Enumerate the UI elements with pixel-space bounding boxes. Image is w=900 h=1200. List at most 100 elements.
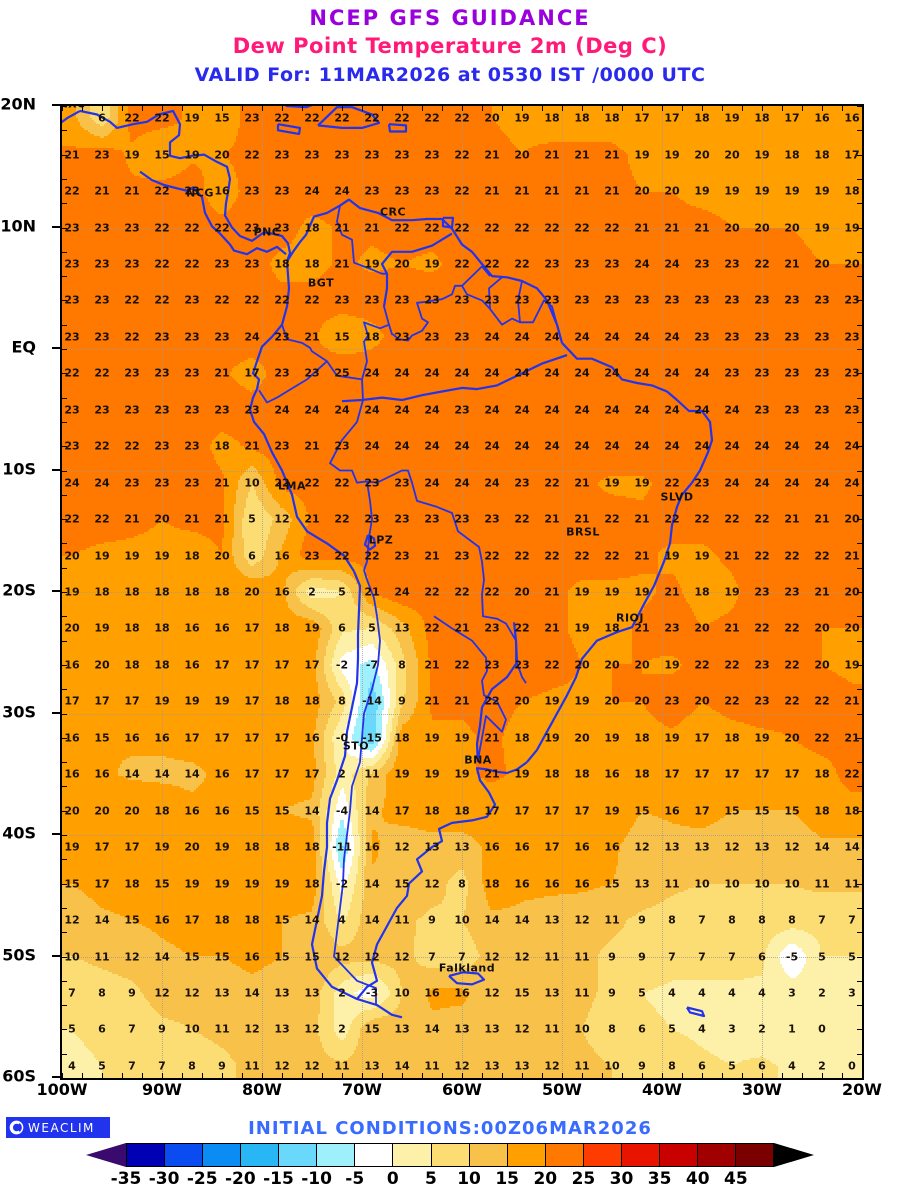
axis-minor-tick xyxy=(462,106,463,111)
gridpoint-value: 14 xyxy=(514,913,530,927)
gridpoint-value: 23 xyxy=(394,184,410,198)
axis-minor-tick xyxy=(722,1073,723,1078)
axis-minor-tick xyxy=(857,1029,862,1031)
axis-minor-tick xyxy=(322,1073,323,1078)
axis-minor-tick xyxy=(857,130,862,132)
gridpoint-value: 16 xyxy=(274,549,290,563)
axis-minor-tick xyxy=(82,1073,83,1078)
gridpoint-value: 16 xyxy=(844,111,860,125)
gridpoint-value: 23 xyxy=(394,330,410,344)
axis-minor-tick xyxy=(857,106,862,107)
axis-minor-tick xyxy=(857,324,862,326)
gridpoint-value: 24 xyxy=(484,439,500,453)
city-label-crc: CRC xyxy=(379,205,407,219)
gridpoint-value: 13 xyxy=(634,877,650,891)
gridpoint-value: 23 xyxy=(154,403,170,417)
axis-minor-tick xyxy=(802,106,803,111)
gridpoint-value: 21 xyxy=(634,621,650,635)
valid-time-label: VALID For: 11MAR2026 at 0530 IST /0000 U… xyxy=(194,64,706,86)
gridpoint-value: 23 xyxy=(544,293,560,307)
gridpoint-value: 24 xyxy=(484,476,500,490)
gridpoint-value: 21 xyxy=(634,549,650,563)
gridpoint-value: 15 xyxy=(64,877,80,891)
gridpoint-value: 18 xyxy=(304,840,320,854)
gridpoint-value: 23 xyxy=(124,476,140,490)
gridpoint-value: 12 xyxy=(724,840,740,854)
colorbar-cell xyxy=(430,1143,469,1167)
gridpoint-value: 9 xyxy=(158,1022,166,1036)
gridpoint-value: 18 xyxy=(604,621,620,635)
gridpoint-value: 24 xyxy=(364,403,380,417)
weaclim-logo[interactable]: WEACLIM xyxy=(6,1117,110,1138)
gridpoint-value: 23 xyxy=(844,366,860,380)
gridpoint-value: 8 xyxy=(788,913,796,927)
gridpoint-value: 23 xyxy=(694,476,710,490)
gridpoint-value: 20 xyxy=(214,148,230,162)
gridpoint-value: 18 xyxy=(514,731,530,745)
colorbar-cell xyxy=(544,1143,583,1167)
gridpoint-value: 24 xyxy=(484,366,500,380)
gridpoint-value: 21 xyxy=(94,184,110,198)
gridpoint-value: 16 xyxy=(304,731,320,745)
gridpoint-value: 24 xyxy=(784,476,800,490)
gridpoint-value: 24 xyxy=(574,330,590,344)
gridpoint-value: 23 xyxy=(814,366,830,380)
gridpoint-value: 21 xyxy=(844,694,860,708)
gridpoint-value: 23 xyxy=(844,403,860,417)
gridpoint-value: 17 xyxy=(94,840,110,854)
gridpoint-value: 16 xyxy=(154,731,170,745)
gridpoint-value: 2 xyxy=(308,585,316,599)
gridpoint-value: 23 xyxy=(724,257,740,271)
gridpoint-value: 16 xyxy=(574,840,590,854)
city-label-rioj: RIOJ xyxy=(615,611,645,625)
colorbar-over-arrow xyxy=(774,1143,814,1167)
gridpoint-value: 13 xyxy=(214,986,230,1000)
gridpoint-value: 22 xyxy=(604,549,620,563)
gridpoint-value: 18 xyxy=(154,585,170,599)
gridpoint-value: 23 xyxy=(784,330,800,344)
gridpoint-value: 19 xyxy=(814,184,830,198)
gridpoint-value: 21 xyxy=(784,257,800,271)
axis-minor-tick xyxy=(62,932,67,934)
gridpoint-value: 19 xyxy=(604,804,620,818)
map-plot-area[interactable]: 6 22 22 19 15 23 22 22 22 22 22 22 22 20 19 18 18 18 17 17 1… xyxy=(60,104,864,1080)
gridpoint-value: 23 xyxy=(64,221,80,234)
gridpoint-value: 19 xyxy=(724,184,740,198)
axis-minor-tick xyxy=(857,616,862,618)
gridpoint-value: 16 xyxy=(64,658,80,672)
axis-minor-tick xyxy=(62,421,67,423)
axis-minor-tick xyxy=(162,1073,163,1078)
axis-minor-tick xyxy=(62,227,67,229)
gridpoint-value: 21 xyxy=(724,621,740,635)
gridpoint-value: 21 xyxy=(184,512,200,526)
axis-minor-tick xyxy=(662,1073,663,1078)
gridpoint-value: 23 xyxy=(394,512,410,526)
gridpoint-value: 20 xyxy=(604,694,620,708)
gridpoint-value: 5 xyxy=(848,950,856,963)
city-label-brsl: BRSL xyxy=(566,525,600,539)
gridpoint-value: 15 xyxy=(274,950,290,963)
gridpoint-value: 5 xyxy=(638,986,646,1000)
axis-minor-tick xyxy=(62,689,67,691)
gridpoint-value: 12 xyxy=(634,840,650,854)
gridpoint-value: 23 xyxy=(784,293,800,307)
gridpoint-value: 7 xyxy=(128,1022,136,1036)
gridpoint-value: 22 xyxy=(64,512,80,526)
gridpoint-value: 23 xyxy=(754,330,770,344)
gridpoint-value: 23 xyxy=(394,549,410,563)
gridpoint-value: 22 xyxy=(784,658,800,672)
axis-minor-tick xyxy=(622,1073,623,1078)
gridpoint-value: 17 xyxy=(244,366,260,380)
gridpoint-value: 17 xyxy=(844,148,860,162)
axis-minor-tick xyxy=(762,1073,763,1078)
gridpoint-value: 22 xyxy=(664,512,680,526)
gridpoint-value: 8 xyxy=(608,1022,616,1036)
gridpoint-value: 14 xyxy=(184,767,200,781)
gridpoint-value: 13 xyxy=(484,1059,500,1073)
gridpoint-value: 10 xyxy=(724,877,740,891)
gridpoint-value: 19 xyxy=(664,658,680,672)
gridpoint-value: 22 xyxy=(784,694,800,708)
gridpoint-value: 21 xyxy=(484,184,500,198)
gridpoint-value: 17 xyxy=(184,731,200,745)
gridpoint-value: 22 xyxy=(154,293,170,307)
